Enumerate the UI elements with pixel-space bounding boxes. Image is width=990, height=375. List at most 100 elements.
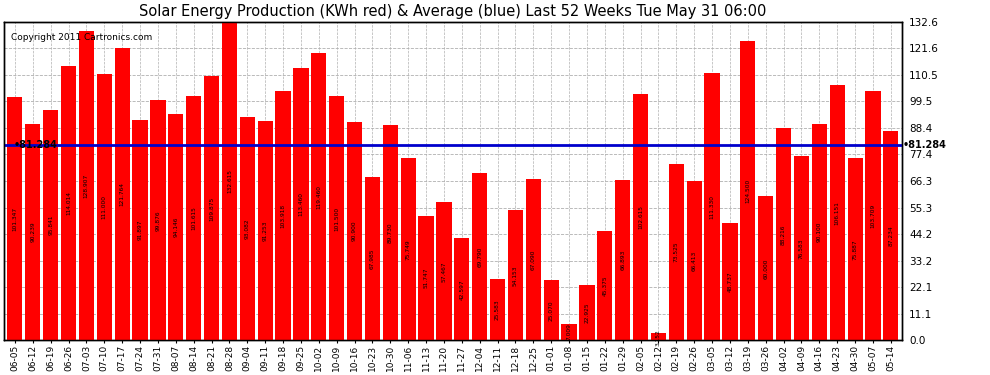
Bar [115, 48, 130, 340]
Bar [597, 231, 613, 340]
Bar [776, 128, 791, 340]
Bar [633, 94, 648, 340]
Bar [454, 238, 469, 340]
Text: 103.918: 103.918 [280, 204, 285, 228]
Text: 73.525: 73.525 [674, 242, 679, 262]
Text: 99.876: 99.876 [155, 210, 160, 231]
Bar [561, 324, 577, 340]
Text: Copyright 2011 Cartronics.com: Copyright 2011 Cartronics.com [11, 33, 152, 42]
Text: 75.749: 75.749 [406, 239, 411, 260]
Bar [650, 333, 666, 340]
Bar [705, 73, 720, 340]
Bar [222, 22, 237, 340]
Text: 124.500: 124.500 [745, 178, 750, 203]
Text: 113.460: 113.460 [298, 192, 303, 216]
Text: 103.709: 103.709 [870, 204, 875, 228]
Bar [668, 164, 684, 340]
Text: 90.900: 90.900 [352, 221, 357, 242]
Bar [865, 91, 880, 340]
Text: 76.583: 76.583 [799, 238, 804, 259]
Text: 128.907: 128.907 [84, 173, 89, 198]
Text: 90.100: 90.100 [817, 222, 822, 242]
Text: 93.082: 93.082 [245, 218, 249, 239]
Text: 45.375: 45.375 [602, 276, 607, 296]
Text: 94.146: 94.146 [173, 217, 178, 237]
Bar [508, 210, 523, 340]
Bar [383, 125, 398, 340]
Bar [25, 123, 41, 340]
Text: 109.875: 109.875 [209, 196, 214, 220]
Bar [883, 131, 899, 340]
Text: 95.841: 95.841 [49, 215, 53, 236]
Bar [615, 180, 631, 340]
Text: 106.151: 106.151 [835, 201, 840, 225]
Text: 90.239: 90.239 [31, 222, 36, 242]
Bar [168, 114, 183, 340]
Bar [275, 91, 291, 340]
Text: 91.897: 91.897 [138, 220, 143, 240]
Text: 25.583: 25.583 [495, 299, 500, 320]
Bar [794, 156, 809, 340]
Text: 67.985: 67.985 [370, 249, 375, 269]
Bar [79, 31, 94, 340]
Text: 48.737: 48.737 [728, 272, 733, 292]
Text: 66.893: 66.893 [620, 250, 626, 270]
Text: 87.234: 87.234 [888, 225, 893, 246]
Bar [43, 110, 58, 340]
Bar [204, 76, 219, 340]
Bar [186, 96, 201, 340]
Text: 91.253: 91.253 [262, 220, 267, 241]
Text: 42.597: 42.597 [459, 279, 464, 300]
Title: Solar Energy Production (KWh red) & Average (blue) Last 52 Weeks Tue May 31 06:0: Solar Energy Production (KWh red) & Aver… [140, 4, 766, 19]
Text: 121.764: 121.764 [120, 182, 125, 206]
Bar [847, 158, 862, 340]
Text: 101.615: 101.615 [191, 206, 196, 230]
Bar [579, 285, 595, 340]
Bar [329, 96, 345, 340]
Bar [7, 97, 23, 340]
Text: 102.615: 102.615 [639, 205, 644, 229]
Bar [133, 120, 148, 340]
Text: 101.347: 101.347 [13, 207, 18, 231]
Text: 88.216: 88.216 [781, 224, 786, 245]
Text: •81.284: •81.284 [13, 140, 57, 150]
Bar [240, 117, 254, 340]
Bar [419, 216, 434, 340]
Text: •81.284: •81.284 [903, 140, 946, 150]
Text: 89.730: 89.730 [388, 222, 393, 243]
Text: 66.413: 66.413 [692, 251, 697, 271]
Text: 119.460: 119.460 [316, 185, 322, 209]
Bar [257, 121, 273, 340]
Text: 69.790: 69.790 [477, 246, 482, 267]
Text: 114.014: 114.014 [66, 191, 71, 215]
Text: 51.747: 51.747 [424, 268, 429, 288]
Bar [723, 223, 738, 340]
Text: 25.070: 25.070 [548, 300, 553, 321]
Text: 75.887: 75.887 [852, 239, 857, 260]
Text: 132.615: 132.615 [227, 169, 232, 193]
Bar [150, 100, 165, 340]
Bar [293, 68, 309, 341]
Bar [365, 177, 380, 340]
Bar [758, 196, 773, 340]
Bar [812, 124, 827, 340]
Bar [97, 74, 112, 340]
Text: 3.152: 3.152 [656, 329, 661, 346]
Bar [311, 53, 327, 340]
Bar [544, 280, 558, 340]
Bar [401, 158, 416, 340]
Text: 111.000: 111.000 [102, 195, 107, 219]
Bar [741, 41, 755, 340]
Text: 57.467: 57.467 [442, 261, 446, 282]
Bar [830, 85, 844, 340]
Text: 111.330: 111.330 [710, 195, 715, 219]
Text: 54.153: 54.153 [513, 265, 518, 286]
Bar [346, 122, 362, 340]
Text: 67.090: 67.090 [531, 249, 536, 270]
Bar [687, 181, 702, 340]
Bar [526, 179, 541, 340]
Bar [472, 172, 487, 340]
Text: 101.500: 101.500 [335, 206, 340, 231]
Text: 60.000: 60.000 [763, 258, 768, 279]
Bar [437, 202, 451, 340]
